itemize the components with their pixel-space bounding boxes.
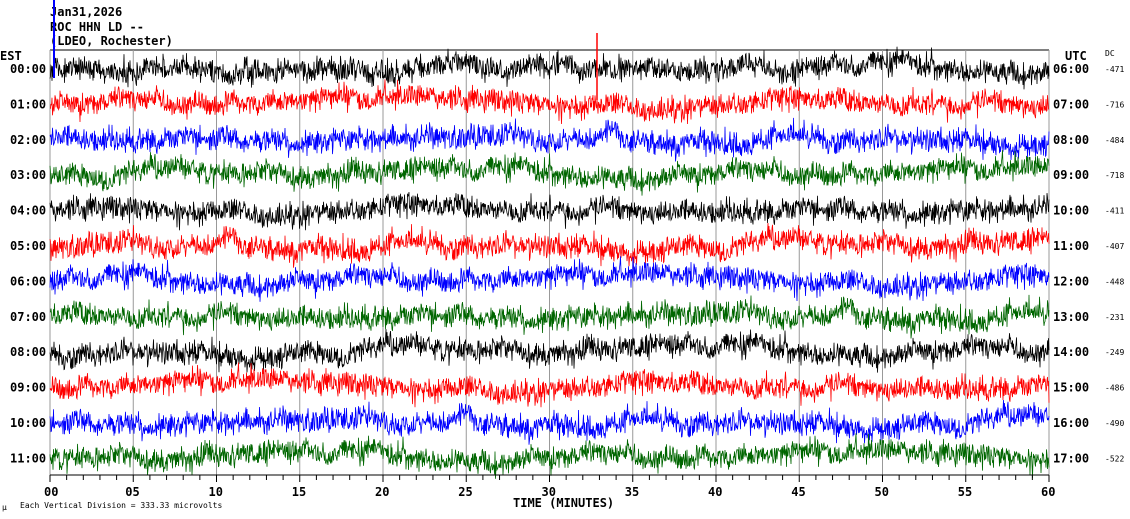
est-label: 08:00 (10, 345, 46, 359)
dc-offset: -471 (1105, 65, 1124, 74)
x-tick-label: 35 (625, 485, 639, 499)
utc-label: 13:00 (1053, 310, 1089, 324)
scale-note: Each Vertical Division = 333.33 microvol… (20, 501, 222, 510)
x-axis-title: TIME (MINUTES) (513, 496, 614, 510)
x-tick-label: 45 (791, 485, 805, 499)
utc-label: 08:00 (1053, 133, 1089, 147)
utc-axis-title: UTC (1065, 49, 1087, 63)
x-tick-label: 55 (958, 485, 972, 499)
dc-offset: -407 (1105, 242, 1124, 251)
trace-10:00 (49, 399, 1050, 445)
dc-title: DC (1105, 49, 1115, 58)
trace-05:00 (49, 222, 1050, 268)
est-label: 04:00 (10, 204, 46, 218)
dc-offset: -249 (1105, 348, 1124, 357)
est-label: 02:00 (10, 133, 46, 147)
dc-offset: -231 (1105, 313, 1124, 322)
x-tick-label: 40 (708, 485, 722, 499)
dc-offset: -718 (1105, 171, 1124, 180)
trace-00:00 (49, 46, 1050, 90)
utc-label: 09:00 (1053, 168, 1089, 182)
utc-label: 16:00 (1053, 416, 1089, 430)
est-label: 10:00 (10, 416, 46, 430)
dc-offset: -490 (1105, 419, 1124, 428)
dc-offset: -522 (1105, 454, 1124, 463)
utc-label: 17:00 (1053, 451, 1089, 465)
date-label: Jan31,2026 (50, 5, 122, 19)
scale-mark: µ (2, 503, 7, 512)
x-tick-label: 20 (375, 485, 389, 499)
utc-label: 14:00 (1053, 345, 1089, 359)
est-label: 09:00 (10, 381, 46, 395)
trace-09:00 (49, 362, 1050, 408)
utc-label: 07:00 (1053, 97, 1089, 111)
trace-01:00 (50, 79, 1050, 125)
trace-07:00 (49, 294, 1050, 339)
trace-02:00 (49, 117, 1050, 162)
dc-offset: -484 (1105, 136, 1124, 145)
est-label: 11:00 (10, 451, 46, 465)
x-tick-label: 30 (542, 485, 556, 499)
x-tick-label: 05 (125, 485, 139, 499)
est-label: 07:00 (10, 310, 46, 324)
x-tick-label: 25 (458, 485, 472, 499)
station-label: ROC HHN LD -- (50, 20, 144, 34)
trace-06:00 (49, 256, 1050, 302)
utc-label: 10:00 (1053, 204, 1089, 218)
est-label: 01:00 (10, 97, 46, 111)
trace-11:00 (49, 433, 1050, 479)
trace-03:00 (49, 150, 1050, 196)
network-label: (LDEO, Rochester) (50, 34, 173, 48)
trace-08:00 (49, 329, 1050, 373)
utc-label: 12:00 (1053, 274, 1089, 288)
est-label: 06:00 (10, 274, 46, 288)
dc-offset: -411 (1105, 207, 1124, 216)
x-tick-label: 00 (44, 485, 58, 499)
x-tick-label: 50 (875, 485, 889, 499)
x-tick-label: 10 (209, 485, 223, 499)
dc-offset: -486 (1105, 384, 1124, 393)
utc-label: 06:00 (1053, 62, 1089, 76)
est-label: 00:00 (10, 62, 46, 76)
x-tick-label: 15 (292, 485, 306, 499)
utc-label: 11:00 (1053, 239, 1089, 253)
est-axis-title: EST (0, 49, 22, 63)
est-label: 03:00 (10, 168, 46, 182)
dc-offset: -448 (1105, 277, 1124, 286)
x-tick-label: 60 (1041, 485, 1055, 499)
est-label: 05:00 (10, 239, 46, 253)
dc-offset: -716 (1105, 100, 1124, 109)
trace-04:00 (49, 192, 1050, 231)
utc-label: 15:00 (1053, 381, 1089, 395)
